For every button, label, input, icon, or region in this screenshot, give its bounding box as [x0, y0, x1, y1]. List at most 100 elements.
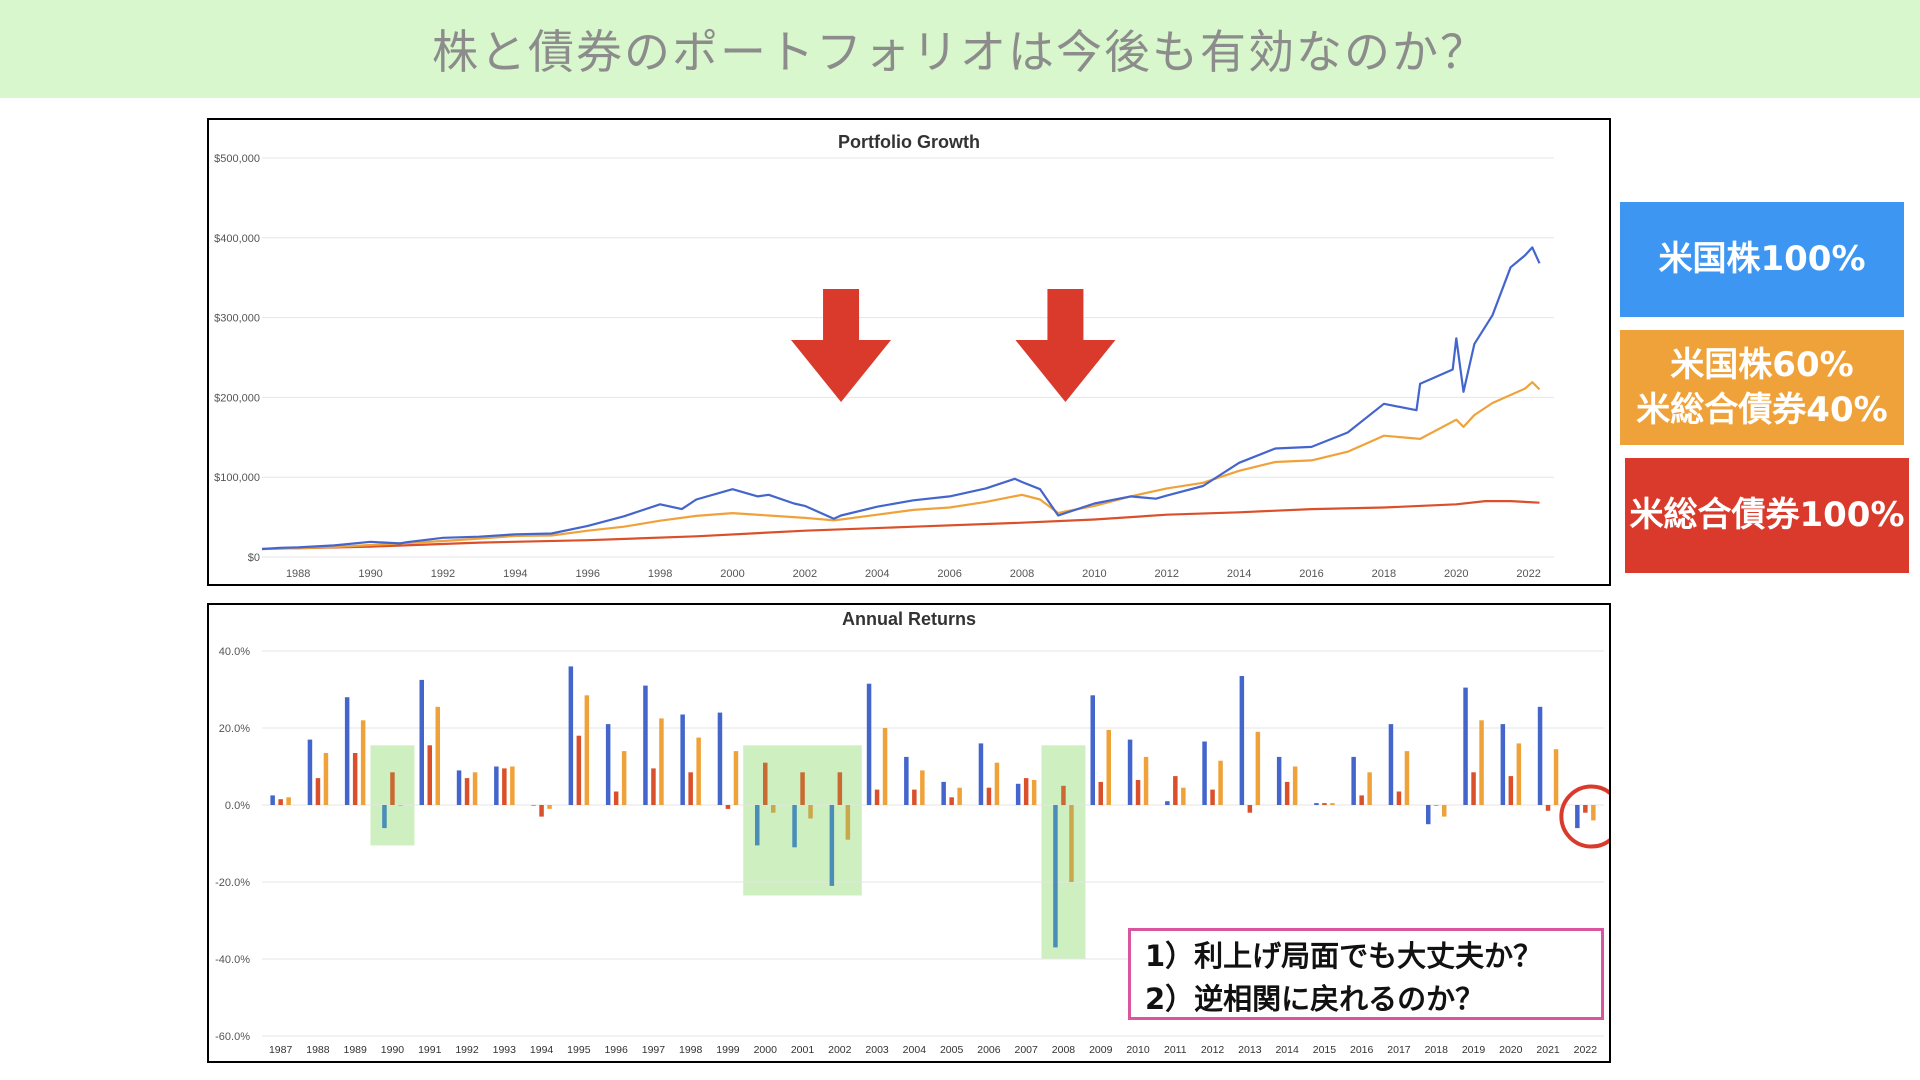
x-tick-label: 2007 [1015, 1044, 1039, 1056]
bar-bond [1322, 803, 1327, 805]
bar-bond [1284, 781, 1290, 805]
bar-mix [323, 753, 329, 805]
bar-bond [1471, 772, 1476, 805]
bar-mix [360, 720, 366, 805]
bar-mix [1553, 749, 1559, 805]
x-tick-label: 2002 [828, 1044, 852, 1056]
bar-mix [659, 718, 664, 805]
x-tick-label: 1997 [642, 1044, 666, 1056]
bar-bond [1583, 805, 1588, 813]
x-tick-label: 2018 [1372, 568, 1396, 580]
bar-bond [1434, 805, 1439, 806]
y-tick-label: 20.0% [219, 723, 250, 735]
bar-stock [1351, 756, 1356, 805]
legend-label: 米国株60% [1670, 345, 1854, 386]
y-tick-label: 40.0% [219, 646, 250, 658]
bar-stock [1500, 724, 1506, 805]
x-tick-label: 2015 [1313, 1044, 1337, 1056]
x-tick-label: 1988 [286, 568, 310, 580]
portfolio-growth-chart: Portfolio Growth $0 $100,000 $200,000 $300,0… [207, 118, 1611, 586]
x-tick-label: 1999 [716, 1044, 740, 1056]
bar-mix [435, 706, 440, 805]
bar-stock [1426, 805, 1431, 825]
bar-stock [270, 795, 275, 805]
bar-stock [344, 697, 350, 805]
highlight-region [1041, 745, 1086, 959]
x-tick-label: 2006 [977, 1044, 1001, 1056]
legend-label: 米総合債券40% [1636, 389, 1888, 430]
x-tick-label: 1992 [431, 568, 455, 580]
bar-mix [882, 728, 888, 805]
bar-bond [763, 762, 768, 805]
chart-title: Annual Returns [842, 609, 976, 629]
bar-stock [904, 756, 909, 805]
bar-bond [1508, 776, 1514, 805]
x-tick-label: 2004 [903, 1044, 927, 1056]
bar-mix [808, 805, 813, 819]
page-title: 株と債券のポートフォリオは今後も有効なのか？ [432, 25, 1488, 79]
legend-stock-60-bond-40: 米国株60% 米総合債券40% [1620, 330, 1904, 445]
bar-stock [1239, 676, 1245, 805]
bar-bond [278, 799, 283, 805]
bar-stock [419, 679, 424, 805]
x-tick-label: 2021 [1536, 1044, 1560, 1056]
bar-bond [651, 768, 656, 805]
bar-mix [1442, 805, 1447, 817]
bar-bond [1396, 791, 1402, 805]
questions-note: 1）利上げ局面でも大丈夫か？ 2）逆相関に戻れるのか？ [1128, 928, 1604, 1020]
bar-mix [920, 770, 925, 805]
bar-bond [800, 772, 805, 805]
bar-mix [472, 772, 478, 805]
bar-bond [613, 791, 619, 805]
bar-mix [1218, 760, 1223, 805]
x-tick-label: 2002 [793, 568, 817, 580]
x-tick-label: 1994 [503, 568, 527, 580]
bar-bond [1545, 805, 1551, 811]
x-tick-label: 1993 [493, 1044, 517, 1056]
x-tick-label: 2001 [791, 1044, 815, 1056]
x-tick-label: 2000 [754, 1044, 778, 1056]
x-tick-label: 1995 [567, 1044, 591, 1056]
highlight-circle-icon [1559, 784, 1609, 849]
bar-bond [1247, 805, 1253, 813]
note-line: 1）利上げ局面でも大丈夫か？ [1145, 939, 1543, 973]
x-tick-label: 1990 [381, 1044, 405, 1056]
legend-bond-100: 米総合債券100% [1625, 458, 1909, 573]
bar-stock [605, 724, 611, 805]
portfolio-growth-svg: Portfolio Growth $0 $100,000 $200,000 $300,0… [214, 132, 1554, 580]
x-tick-label: 1990 [358, 568, 382, 580]
x-tick-label: 2016 [1299, 568, 1323, 580]
bar-bond [315, 778, 321, 805]
bar-mix [510, 766, 515, 805]
bar-mix [398, 805, 403, 806]
bar-bond [390, 772, 395, 805]
bar-stock [978, 743, 984, 805]
bar-stock [1090, 695, 1095, 805]
bar-stock [1388, 724, 1394, 805]
x-tick-label: 2010 [1082, 568, 1106, 580]
x-tick-label: 2006 [937, 568, 961, 580]
bar-stock [717, 712, 723, 805]
highlight-region [743, 745, 862, 896]
bar-bond [1173, 776, 1178, 805]
bar-bond [502, 768, 507, 805]
bar-stock [1575, 805, 1580, 829]
bar-mix [1330, 803, 1335, 805]
note-line: 2）逆相関に戻れるのか？ [1145, 982, 1485, 1016]
bar-mix [1181, 787, 1186, 805]
bar-bond [1359, 795, 1364, 805]
x-tick-label: 2017 [1387, 1044, 1411, 1056]
bar-stock [1537, 706, 1543, 805]
bar-mix [845, 805, 851, 840]
y-tick-label: $400,000 [214, 233, 260, 245]
bar-mix [1255, 731, 1261, 805]
bar-mix [547, 805, 552, 809]
legend-stock-100: 米国株100% [1620, 202, 1904, 317]
bar-stock [792, 805, 797, 848]
bar-mix [1479, 720, 1484, 805]
bar-bond [1023, 778, 1029, 805]
bar-bond [912, 789, 917, 805]
x-tick-label: 2009 [1089, 1044, 1113, 1056]
bar-bond [427, 745, 432, 805]
bar-stock [1314, 803, 1319, 805]
